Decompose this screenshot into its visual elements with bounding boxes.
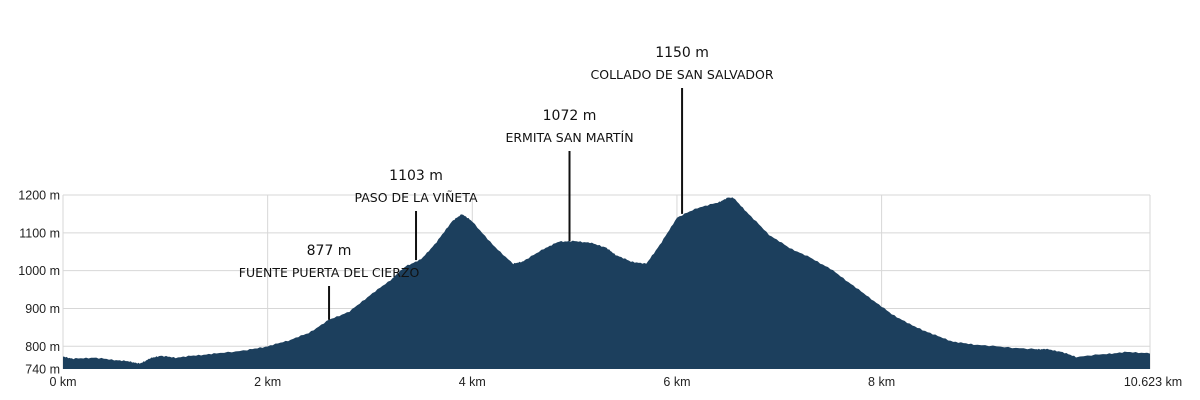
x-tick-label: 2 km [254,375,281,389]
waypoint-name: COLLADO DE SAN SALVADOR [591,67,774,82]
x-tick-label: 8 km [868,375,895,389]
waypoint-elevation: 1103 m [389,168,443,184]
x-tick-label: 4 km [459,375,486,389]
y-tick-label: 1100 m [19,226,60,240]
waypoint-name: ERMITA SAN MARTÍN [505,130,633,145]
y-tick-label: 1200 m [18,189,60,203]
x-tick-label: 6 km [663,375,690,389]
elevation-area [63,197,1150,369]
waypoint-elevation: 877 m [307,243,352,259]
y-tick-label: 1000 m [18,264,60,278]
waypoint-elevation: 1150 m [655,45,709,61]
waypoint-name: FUENTE PUERTA DEL CIERZO [239,265,420,280]
waypoint-name: PASO DE LA VIÑETA [355,190,478,205]
waypoint-annotations: 877 m FUENTE PUERTA DEL CIERZO 1103 m PASO … [239,45,774,320]
waypoint-elevation: 1072 m [543,108,597,124]
x-tick-label: 0 km [49,375,76,389]
y-tick-label: 900 m [25,302,60,316]
x-tick-label: 10.623 km [1124,375,1182,389]
y-tick-label: 740 m [25,363,60,377]
axis-labels: 740 m 800 m 900 m 1000 m 1100 m 1200 m 0 km 2 k… [18,189,1182,390]
y-tick-label: 800 m [25,340,60,354]
